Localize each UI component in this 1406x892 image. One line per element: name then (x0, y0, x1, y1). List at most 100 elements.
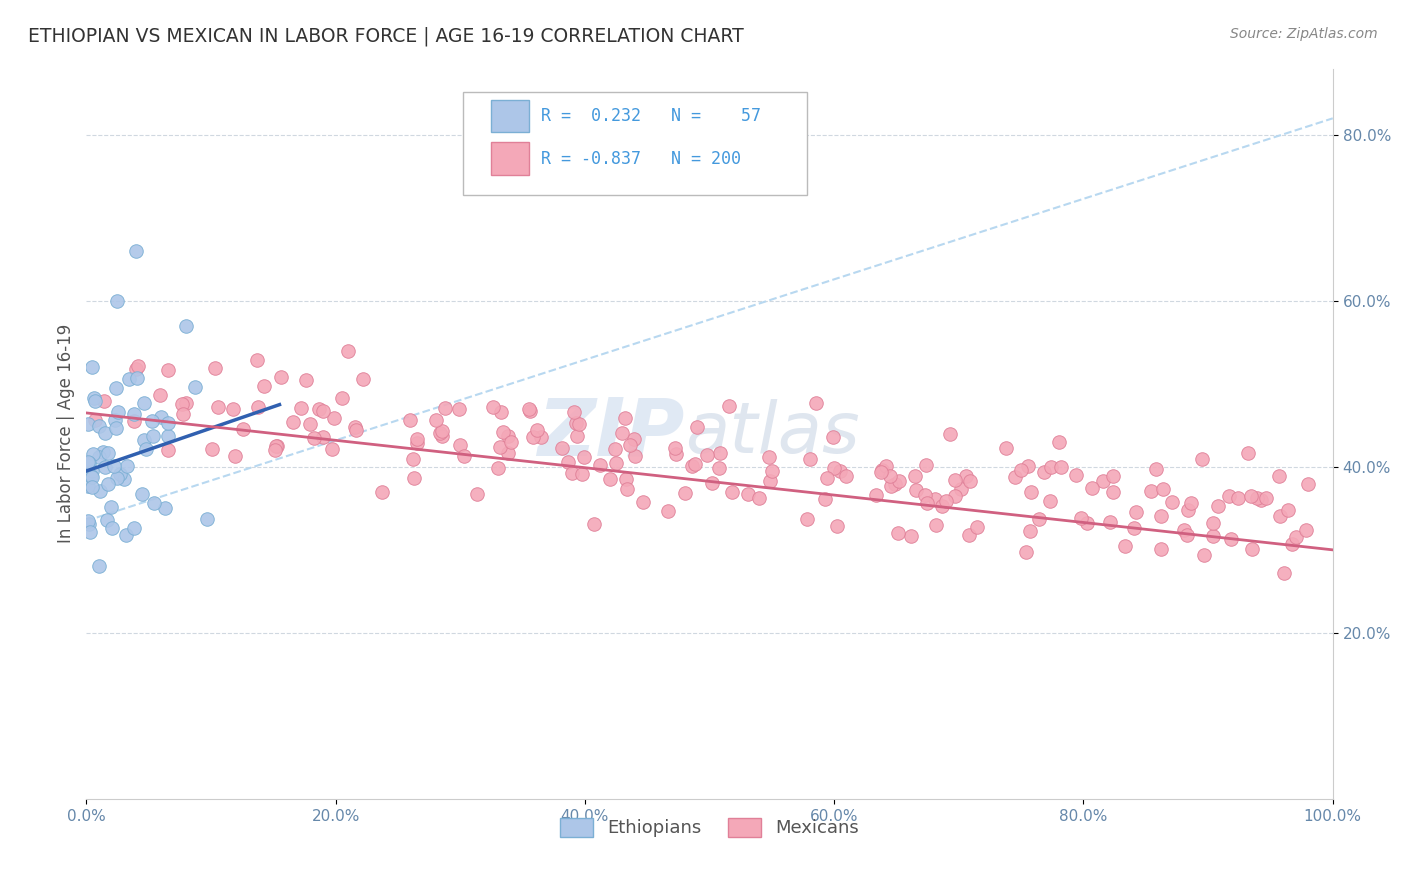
Point (966, 520, 988, 534)
FancyBboxPatch shape (463, 92, 807, 194)
Point (264, 439, 287, 453)
Text: R = -0.837   N = 200: R = -0.837 N = 200 (541, 150, 741, 168)
Point (406, 433, 429, 447)
Point (157, 363, 180, 377)
Point (702, 475, 724, 490)
Point (865, 488, 887, 502)
Point (1070, 510, 1092, 524)
Point (124, 362, 146, 376)
Point (748, 491, 770, 505)
Point (80, 470, 103, 484)
Legend: Ethiopians, Mexicans: Ethiopians, Mexicans (553, 811, 866, 845)
Point (97, 446, 120, 460)
Point (1296, 477, 1319, 491)
Point (582, 516, 605, 531)
Point (1277, 502, 1299, 516)
Point (1202, 516, 1225, 531)
Point (1064, 467, 1087, 482)
Point (89, 450, 111, 464)
Point (526, 423, 548, 437)
Point (82, 447, 104, 461)
Point (174, 396, 197, 410)
Point (681, 458, 703, 473)
Point (110, 467, 132, 482)
Point (1250, 493, 1272, 508)
Point (172, 397, 194, 411)
Point (1047, 435, 1070, 450)
Point (122, 407, 145, 421)
Point (100, 521, 122, 535)
Point (122, 521, 145, 535)
Point (266, 439, 288, 453)
Point (915, 458, 938, 472)
Point (557, 455, 579, 469)
Point (1114, 539, 1136, 553)
Point (96, 513, 118, 527)
FancyBboxPatch shape (492, 143, 529, 176)
Point (141, 413, 163, 427)
Point (1246, 491, 1268, 505)
Point (686, 420, 709, 434)
Point (481, 400, 503, 414)
Point (551, 441, 574, 455)
Point (519, 404, 541, 418)
Point (572, 450, 595, 464)
Point (1150, 542, 1173, 557)
Point (1081, 482, 1104, 496)
Point (799, 451, 821, 466)
Point (887, 526, 910, 541)
Point (337, 344, 360, 359)
Point (758, 450, 780, 465)
Point (1019, 484, 1042, 499)
Point (153, 500, 176, 515)
Point (430, 424, 453, 438)
Point (107, 293, 129, 308)
Point (1180, 496, 1202, 510)
Point (197, 511, 219, 525)
Point (122, 414, 145, 428)
Point (522, 430, 544, 444)
Point (107, 405, 129, 419)
Point (939, 427, 962, 442)
Point (904, 483, 927, 498)
Point (1240, 489, 1263, 503)
Point (157, 416, 180, 430)
Point (89, 484, 111, 499)
Point (758, 474, 780, 488)
Point (246, 400, 269, 414)
Point (571, 467, 593, 481)
Point (77, 514, 100, 528)
Point (115, 458, 138, 473)
Point (718, 399, 741, 413)
Point (709, 461, 731, 475)
Point (821, 430, 844, 444)
Point (294, 373, 316, 387)
Point (343, 419, 366, 434)
Point (486, 461, 509, 475)
Point (135, 442, 157, 456)
Point (492, 425, 515, 439)
Point (1161, 495, 1184, 509)
Point (624, 449, 647, 463)
Point (1241, 542, 1264, 557)
Point (900, 529, 922, 543)
Point (823, 461, 845, 475)
Point (1202, 529, 1225, 543)
Point (887, 474, 910, 488)
Point (530, 430, 553, 444)
Point (82, 464, 104, 478)
Point (875, 458, 897, 473)
Point (1050, 460, 1073, 475)
Point (673, 486, 696, 500)
Point (224, 449, 246, 463)
Point (352, 372, 374, 386)
Point (914, 487, 936, 501)
Point (184, 380, 207, 394)
Point (1206, 500, 1229, 514)
Point (112, 472, 135, 486)
Point (815, 471, 838, 485)
Point (76, 455, 98, 469)
Point (959, 474, 981, 488)
Point (94, 459, 117, 474)
Point (904, 469, 927, 483)
